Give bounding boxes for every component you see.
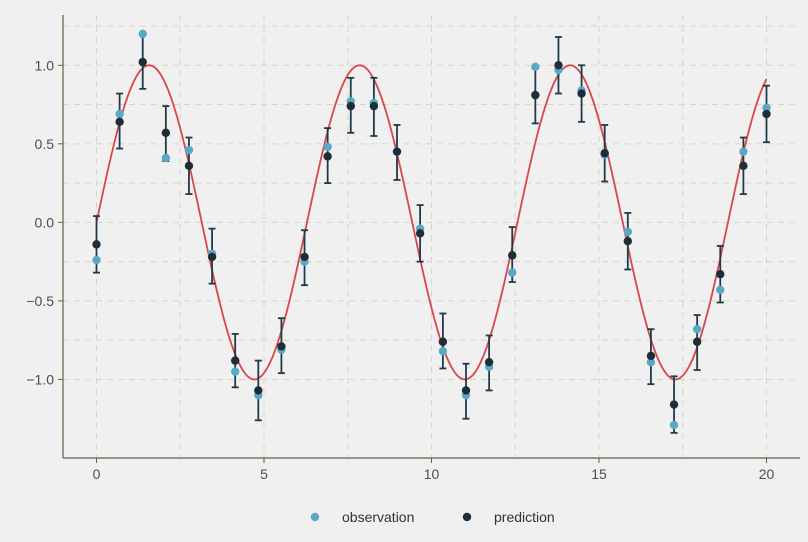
prediction-point — [646, 351, 656, 361]
prediction-point — [230, 356, 240, 365]
x-tick-label: 15 — [591, 466, 607, 482]
prediction-point — [438, 337, 448, 346]
observation-point — [508, 268, 517, 277]
observation-point — [669, 420, 679, 430]
grid — [63, 15, 800, 458]
x-tick-label: 20 — [759, 466, 775, 482]
observation-point — [692, 324, 702, 334]
observation-point — [762, 103, 771, 112]
prediction-point — [531, 90, 540, 100]
legend-label-observation: observation — [342, 509, 414, 525]
prediction-point — [762, 109, 771, 119]
prediction-point — [692, 337, 702, 346]
prediction-point — [716, 270, 725, 279]
y-tick-label: −0.5 — [26, 293, 54, 309]
x-tick-label: 0 — [93, 466, 101, 482]
observation-point — [230, 367, 240, 376]
observation-point — [323, 142, 332, 152]
prediction-point — [346, 101, 355, 111]
prediction-point — [415, 229, 425, 238]
prediction-point — [669, 400, 679, 409]
prediction-point — [600, 149, 609, 158]
observation-point — [438, 346, 448, 356]
prediction-points — [92, 57, 771, 409]
prediction-point — [254, 386, 263, 395]
prediction-point — [739, 161, 748, 171]
y-tick-label: 0.0 — [35, 214, 55, 230]
prediction-point — [92, 240, 101, 249]
y-tick-label: 0.5 — [35, 136, 55, 152]
prediction-point — [323, 152, 332, 161]
y-tick-label: −1.0 — [26, 371, 54, 387]
observation-point — [161, 153, 171, 163]
prediction-point — [369, 101, 379, 111]
prediction-point — [277, 342, 286, 351]
prediction-point — [623, 237, 633, 246]
prediction-point — [461, 386, 471, 395]
axes — [58, 15, 800, 463]
x-tick-label: 10 — [424, 466, 440, 482]
prediction-point — [554, 61, 563, 70]
prediction-point — [138, 57, 147, 67]
observation-point — [716, 285, 725, 295]
observation-point — [646, 357, 656, 367]
prediction-point — [207, 252, 217, 262]
legend-marker-observation — [310, 512, 320, 522]
legend: observation prediction — [310, 509, 555, 525]
prediction-point — [484, 357, 494, 367]
prediction-point — [392, 147, 402, 156]
observation-point — [138, 29, 147, 39]
observation-point — [739, 147, 748, 156]
tick-labels: 0 5 10 15 20 −1.0 −0.5 0.0 0.5 1.0 — [26, 57, 774, 482]
legend-marker-prediction — [462, 512, 472, 522]
prediction-point — [300, 252, 309, 262]
observation-point — [623, 227, 633, 236]
y-tick-label: 1.0 — [35, 57, 55, 73]
observation-point — [92, 255, 101, 265]
observation-point — [531, 62, 540, 72]
x-tick-label: 5 — [260, 466, 268, 482]
prediction-point — [115, 117, 124, 127]
prediction-point — [184, 161, 194, 171]
prediction-point — [508, 251, 517, 260]
legend-label-prediction: prediction — [494, 509, 555, 525]
observation-point — [184, 145, 194, 155]
prediction-point — [161, 128, 171, 138]
prediction-point — [577, 89, 586, 98]
observation-point — [115, 109, 124, 119]
